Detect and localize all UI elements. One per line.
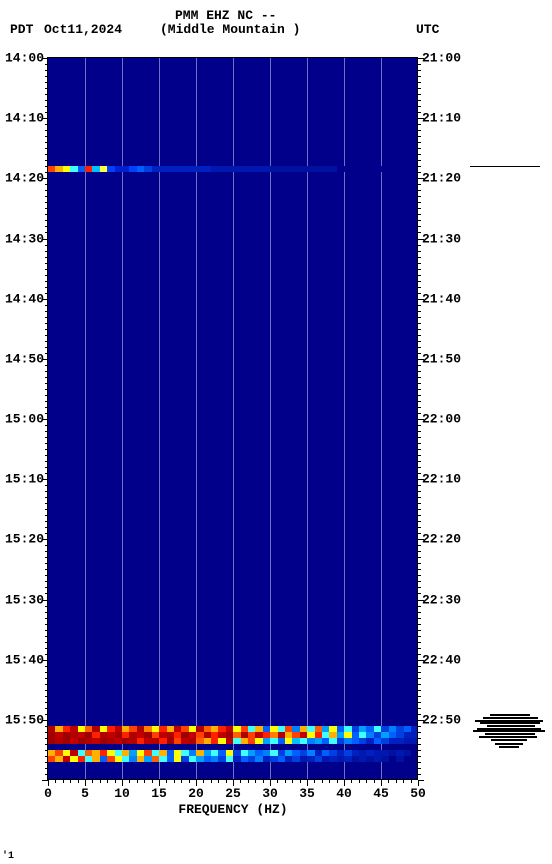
xaxis-tick-label: 10	[114, 786, 130, 801]
yaxis-right-tick-label: 21:00	[422, 51, 461, 66]
yaxis-right-tick-label: 22:10	[422, 472, 461, 487]
side-signal-line	[490, 714, 530, 716]
side-signal-line	[470, 166, 540, 167]
tz-left-label: PDT	[10, 22, 33, 37]
side-signal-line	[479, 736, 537, 738]
yaxis-left-tick-label: 15:50	[5, 712, 44, 727]
side-signal-line	[499, 746, 519, 748]
side-signal-line	[480, 722, 540, 724]
xaxis-tick-label: 25	[225, 786, 241, 801]
xaxis-tick-label: 5	[81, 786, 89, 801]
xaxis-tick-label: 20	[188, 786, 204, 801]
location-label: (Middle Mountain )	[160, 22, 300, 37]
xaxis-tick-label: 35	[299, 786, 315, 801]
date-label: Oct11,2024	[44, 22, 122, 37]
side-signal-line	[483, 717, 538, 719]
spectral-event	[48, 166, 418, 172]
station-label: PMM EHZ NC --	[175, 8, 276, 23]
side-signal-line	[487, 725, 535, 727]
yaxis-left-tick-label: 14:40	[5, 291, 44, 306]
side-signal-line	[485, 733, 535, 735]
yaxis-left-tick-label: 14:10	[5, 111, 44, 126]
yaxis-right-tick-label: 22:20	[422, 532, 461, 547]
side-signal-line	[495, 743, 523, 745]
yaxis-right-tick-label: 21:30	[422, 231, 461, 246]
yaxis-right-tick-label: 22:40	[422, 652, 461, 667]
xaxis-tick-label: 30	[262, 786, 278, 801]
yaxis-right-tick-label: 21:10	[422, 111, 461, 126]
yaxis-right-tick-label: 21:40	[422, 291, 461, 306]
yaxis-left-tick-label: 14:50	[5, 351, 44, 366]
yaxis-left-tick-label: 14:20	[5, 171, 44, 186]
yaxis-left-tick-label: 15:00	[5, 412, 44, 427]
xaxis-tick-label: 40	[336, 786, 352, 801]
spectral-event	[48, 738, 418, 744]
yaxis-left-tick-label: 15:30	[5, 592, 44, 607]
spectrogram-plot	[48, 58, 418, 780]
chart-header: PDT Oct11,2024 PMM EHZ NC -- (Middle Mou…	[0, 0, 552, 40]
xaxis-tick-label: 45	[373, 786, 389, 801]
yaxis-right-tick-label: 21:50	[422, 351, 461, 366]
yaxis-right-tick-label: 21:20	[422, 171, 461, 186]
yaxis-left-tick-label: 14:00	[5, 51, 44, 66]
xaxis-tick-label: 50	[410, 786, 426, 801]
xaxis-title: FREQUENCY (HZ)	[178, 802, 287, 817]
yaxis-right-tick-label: 22:50	[422, 712, 461, 727]
corner-mark: '1	[2, 851, 14, 862]
yaxis-left-tick-label: 15:20	[5, 532, 44, 547]
yaxis-left-tick-label: 15:10	[5, 472, 44, 487]
side-signal-line	[473, 730, 545, 732]
side-signal-line	[491, 739, 527, 741]
yaxis-right-tick-label: 22:00	[422, 412, 461, 427]
yaxis-right-tick-label: 22:30	[422, 592, 461, 607]
tz-right-label: UTC	[416, 22, 439, 37]
yaxis-left-tick-label: 14:30	[5, 231, 44, 246]
xaxis-tick-label: 0	[44, 786, 52, 801]
spectral-event	[48, 756, 418, 762]
xaxis-tick-label: 15	[151, 786, 167, 801]
yaxis-left-tick-label: 15:40	[5, 652, 44, 667]
